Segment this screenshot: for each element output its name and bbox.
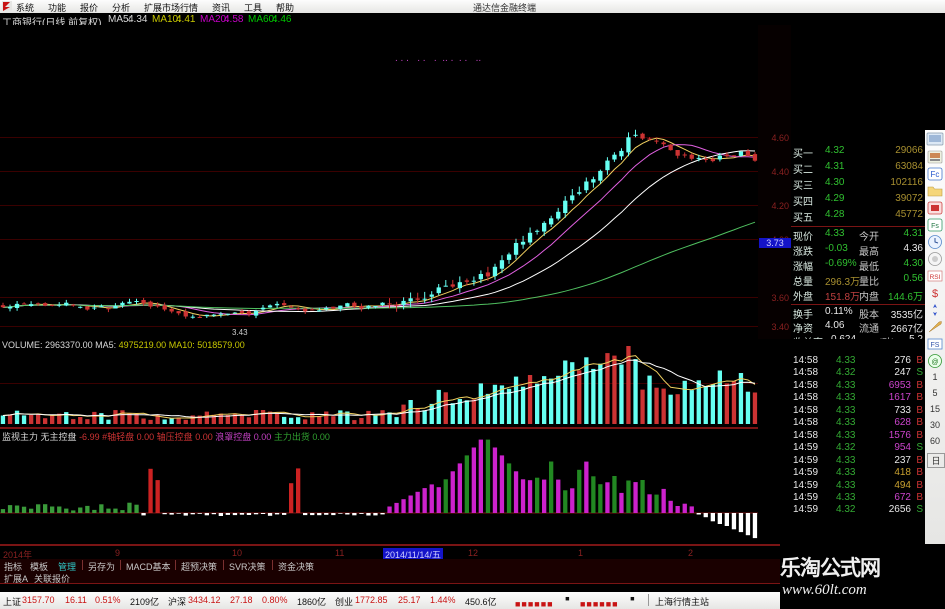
- svg-text:Fc: Fc: [931, 170, 940, 179]
- svg-text:FS: FS: [931, 342, 940, 349]
- svg-text:RSI: RSI: [930, 274, 941, 281]
- svg-text:$: $: [932, 288, 938, 300]
- svg-text:Fs: Fs: [931, 223, 939, 230]
- svg-text:@: @: [931, 359, 938, 366]
